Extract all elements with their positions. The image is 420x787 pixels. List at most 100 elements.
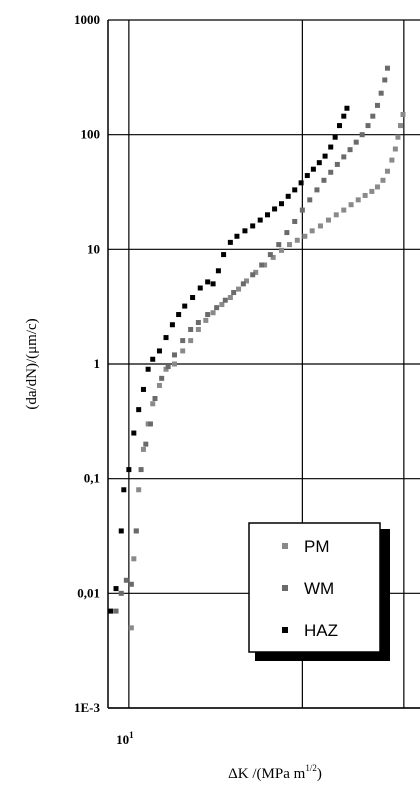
point-wm	[128, 581, 134, 587]
point-pm	[136, 487, 142, 493]
y-tick-label: 0,01	[77, 585, 100, 600]
point-haz	[257, 217, 263, 223]
point-wm	[259, 262, 265, 268]
point-pm	[287, 242, 293, 248]
point-haz	[341, 113, 347, 119]
legend-label-pm: PM	[304, 537, 330, 556]
point-wm	[378, 90, 384, 96]
y-tick-labels: 1000 100 10 1 0,1 0,01 1E-3	[74, 12, 101, 715]
point-wm	[328, 169, 334, 175]
legend: PM WM HAZ	[248, 522, 390, 661]
point-haz	[272, 206, 278, 212]
y-tick-label: 1000	[74, 12, 100, 27]
legend-marker-wm	[282, 585, 288, 591]
point-pm	[392, 146, 398, 152]
y-tick-label: 100	[81, 127, 101, 142]
point-wm	[138, 467, 144, 473]
point-wm	[267, 252, 273, 258]
point-pm	[294, 237, 300, 243]
point-wm	[299, 207, 305, 213]
point-wm	[321, 177, 327, 183]
point-wm	[133, 528, 139, 534]
series-wm	[113, 65, 390, 614]
point-wm	[188, 326, 194, 332]
point-haz	[113, 586, 119, 592]
point-haz	[221, 252, 227, 258]
point-pm	[150, 401, 156, 407]
x-tick-label: 101	[116, 730, 134, 747]
point-pm	[253, 269, 259, 275]
point-haz	[304, 173, 310, 179]
point-haz	[278, 201, 284, 207]
point-pm	[270, 254, 276, 260]
legend-box	[248, 522, 381, 653]
point-haz	[332, 134, 338, 140]
point-wm	[205, 312, 211, 318]
point-haz	[145, 366, 151, 372]
point-wm	[250, 272, 256, 278]
point-wm	[143, 441, 149, 447]
point-pm	[309, 228, 315, 234]
point-haz	[140, 386, 146, 392]
point-wm	[172, 352, 178, 358]
point-pm	[227, 295, 233, 301]
point-wm	[347, 147, 353, 153]
point-pm	[180, 348, 186, 354]
point-haz	[310, 166, 316, 172]
point-pm	[163, 366, 169, 372]
point-pm	[341, 207, 347, 213]
point-pm	[219, 302, 225, 308]
point-haz	[121, 487, 127, 493]
point-pm	[188, 338, 194, 344]
point-wm	[374, 102, 380, 108]
point-pm	[374, 184, 380, 190]
point-wm	[222, 297, 228, 303]
point-haz	[169, 322, 175, 328]
point-haz	[344, 105, 350, 111]
point-wm	[240, 281, 246, 287]
legend-marker-pm	[282, 543, 288, 549]
point-wm	[359, 132, 365, 138]
point-pm	[400, 111, 406, 117]
point-pm	[128, 625, 134, 631]
point-pm	[348, 202, 354, 208]
point-wm	[307, 197, 313, 203]
point-pm	[210, 310, 216, 316]
point-haz	[285, 193, 291, 199]
point-pm	[195, 326, 201, 332]
point-haz	[292, 187, 298, 193]
x-axis-title: ΔK /(MPa m1/2)	[228, 763, 322, 782]
point-haz	[182, 303, 188, 309]
y-axis-title: (da/dN)/(μm/c)	[24, 318, 40, 409]
point-haz	[265, 212, 271, 218]
point-haz	[328, 144, 334, 150]
point-wm	[113, 608, 119, 614]
plot-frame	[107, 20, 420, 709]
legend-label-haz: HAZ	[304, 621, 338, 640]
legend-label-wm: WM	[304, 579, 334, 598]
point-wm	[195, 320, 201, 326]
point-wm	[384, 65, 390, 71]
y-tick-label: 1E-3	[74, 700, 101, 715]
point-pm	[203, 317, 209, 323]
point-wm	[382, 77, 388, 83]
point-wm	[231, 290, 237, 296]
point-pm	[278, 247, 284, 253]
point-pm	[369, 188, 375, 194]
data-points	[108, 65, 406, 631]
point-haz	[250, 223, 256, 229]
point-wm	[284, 230, 290, 236]
point-wm	[159, 375, 165, 381]
point-haz	[234, 233, 240, 239]
series-haz	[108, 105, 350, 614]
point-wm	[370, 113, 376, 119]
legend-marker-haz	[282, 627, 288, 633]
point-haz	[322, 153, 328, 159]
point-haz	[156, 348, 162, 354]
point-wm	[118, 590, 124, 596]
point-haz	[316, 160, 322, 166]
point-pm	[262, 262, 268, 268]
point-pm	[244, 278, 250, 284]
point-haz	[190, 295, 196, 301]
point-wm	[180, 338, 186, 344]
